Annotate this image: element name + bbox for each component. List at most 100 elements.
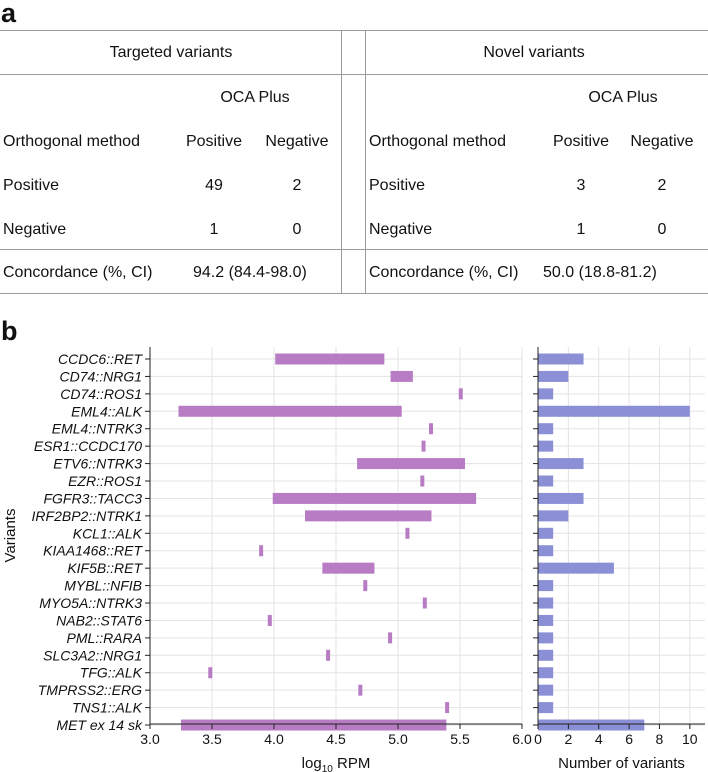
range-bar: [181, 719, 447, 731]
count-bar: [538, 492, 584, 504]
range-x-tick-label: 5.0: [388, 731, 408, 747]
novel-row-header: Orthogonal method: [369, 133, 506, 150]
table-bottom-rule: [0, 293, 708, 294]
panel-a-label: a: [1, 0, 17, 28]
panel-b-label: b: [1, 316, 18, 346]
table-divider-right: [365, 30, 366, 293]
category-label: TMPRSS2::ERG: [38, 682, 142, 698]
category-label: TFG::ALK: [80, 665, 143, 681]
category-label: EML4::ALK: [71, 403, 142, 419]
targeted-cell-pos-neg: 2: [292, 177, 302, 194]
category-label: ESR1::CCDC170: [34, 438, 142, 454]
table-divider-left: [341, 30, 342, 293]
count-bar: [538, 667, 554, 679]
range-x-tick-label: 3.0: [140, 731, 160, 747]
novel-cell-neg-pos: 1: [576, 221, 586, 238]
category-label: CCDC6::RET: [58, 351, 143, 367]
range-bar: [322, 562, 375, 574]
range-bar: [429, 423, 433, 435]
category-label: KCL1::ALK: [73, 525, 143, 541]
novel-row-positive-label: Positive: [369, 177, 426, 194]
category-label: SLC3A2::NRG1: [43, 647, 142, 663]
range-bar: [208, 667, 213, 679]
category-label: IRF2BP2::NTRK1: [32, 508, 142, 524]
table-body-rule: [0, 249, 708, 250]
targeted-cell-neg-neg: 0: [292, 221, 302, 238]
count-x-axis-title: Number of variants: [558, 755, 685, 772]
range-bar: [305, 510, 432, 522]
table-header-rule: [0, 74, 708, 75]
targeted-col-positive: Positive: [185, 133, 243, 150]
count-chart-bars: [538, 353, 690, 731]
chart-labels: CCDC6::RETCD74::NRG1CD74::ROS1EML4::ALKE…: [2, 351, 698, 772]
count-bar: [538, 702, 554, 714]
range-bar: [326, 649, 331, 661]
range-bar: [178, 405, 402, 417]
y-axis-title: Variants: [2, 509, 19, 563]
category-label: EZR::ROS1: [68, 473, 142, 489]
count-bar: [538, 423, 554, 435]
range-bar: [421, 440, 426, 452]
range-bar: [275, 353, 385, 365]
category-label: FGFR3::TACC3: [43, 490, 142, 506]
count-bar: [538, 353, 584, 365]
count-bar: [538, 562, 614, 574]
count-x-tick-label: 8: [656, 731, 664, 747]
count-bar: [538, 527, 554, 539]
novel-title: Novel variants: [483, 44, 585, 61]
count-x-tick-label: 0: [534, 731, 542, 747]
count-chart-grid: [537, 347, 705, 726]
novel-concordance-value: 50.0 (18.8-81.2): [543, 264, 657, 281]
targeted-concordance-value: 94.2 (84.4-98.0): [193, 264, 307, 281]
range-bar: [388, 632, 393, 644]
category-label: KIAA1468::RET: [43, 543, 143, 559]
count-bar: [538, 632, 554, 644]
count-x-tick-label: 10: [682, 731, 698, 747]
count-x-tick-label: 4: [595, 731, 603, 747]
count-bar: [538, 580, 554, 592]
novel-cell-neg-neg: 0: [657, 221, 667, 238]
range-x-tick-label: 6.0: [512, 731, 532, 747]
range-chart-grid: [149, 347, 523, 726]
novel-col-positive: Positive: [552, 133, 610, 150]
novel-cell-pos-pos: 3: [576, 177, 586, 194]
category-label: TNS1::ALK: [72, 700, 143, 716]
chart-axes: [145, 347, 705, 729]
targeted-row-negative-label: Negative: [3, 221, 67, 238]
count-bar: [538, 649, 554, 661]
range-x-axis-title: log10 RPM: [302, 755, 371, 772]
range-bar: [358, 684, 363, 696]
count-bar: [538, 458, 584, 470]
range-x-tick-label: 5.5: [450, 731, 470, 747]
count-bar: [538, 405, 690, 417]
category-label: ETV6::NTRK3: [53, 456, 142, 472]
targeted-cell-pos-pos: 49: [205, 177, 223, 194]
novel-cell-pos-neg: 2: [657, 177, 667, 194]
range-bar: [445, 702, 450, 714]
range-bar: [259, 545, 264, 557]
category-label: CD74::NRG1: [60, 368, 142, 384]
table-top-rule: [0, 30, 708, 31]
count-x-tick-label: 2: [564, 731, 572, 747]
category-label: KIF5B::RET: [67, 560, 143, 576]
category-label: MYO5A::NTRK3: [39, 595, 142, 611]
count-bar: [538, 440, 554, 452]
category-label: PML::RARA: [67, 630, 142, 646]
range-bar: [363, 580, 368, 592]
targeted-row-header: Orthogonal method: [3, 133, 140, 150]
count-bar: [538, 684, 554, 696]
range-bar: [267, 614, 272, 626]
novel-method-label: OCA Plus: [588, 89, 658, 106]
range-bar: [390, 370, 413, 382]
category-label: NAB2::STAT6: [56, 612, 142, 628]
range-x-tick-label: 3.5: [202, 731, 222, 747]
category-label: EML4::NTRK3: [52, 421, 142, 437]
count-bar: [538, 614, 554, 626]
count-bar: [538, 475, 554, 487]
range-x-tick-label: 4.0: [264, 731, 284, 747]
novel-row-negative-label: Negative: [369, 221, 433, 238]
count-bar: [538, 545, 554, 557]
range-bar: [422, 597, 427, 609]
range-bar: [458, 388, 463, 400]
